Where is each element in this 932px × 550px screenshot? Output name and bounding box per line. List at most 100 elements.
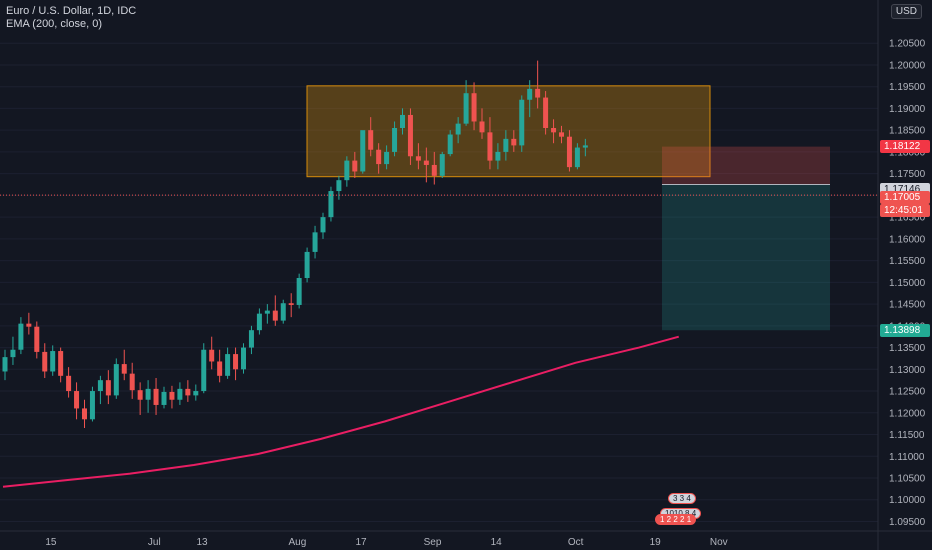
time-tick-label: 15	[45, 537, 57, 548]
candle-body	[233, 354, 239, 370]
candle-body	[50, 351, 56, 372]
candle-body	[320, 217, 326, 233]
price-tick-label: 1.19500	[889, 82, 926, 93]
candle-body	[511, 138, 517, 146]
indicator-label[interactable]: EMA (200, close, 0)	[6, 18, 102, 30]
time-tick-label: 13	[196, 537, 208, 548]
candle-body	[209, 349, 215, 362]
candle-body	[2, 357, 8, 372]
time-tick-label: 19	[650, 537, 662, 548]
candle-body	[551, 128, 557, 133]
ema-200-line	[2, 335, 680, 488]
price-tick-label: 1.10000	[889, 495, 926, 506]
candle-body	[376, 149, 382, 165]
candle-body	[185, 388, 191, 396]
candle-body	[503, 138, 509, 152]
candle-body	[288, 303, 294, 305]
time-tick-label: Oct	[568, 537, 584, 548]
candle-body	[312, 232, 318, 252]
candle-body	[18, 323, 24, 350]
candle-body	[535, 88, 541, 98]
candle-body	[129, 373, 135, 391]
target-top-price-label: 1.18122	[880, 140, 930, 154]
candle-body	[241, 347, 246, 370]
candle-body	[487, 132, 493, 161]
symbol-title[interactable]: Euro / U.S. Dollar, 1D, IDC	[6, 5, 137, 17]
price-tick-label: 1.11000	[889, 452, 925, 463]
candle-body	[177, 388, 183, 400]
candle-body	[582, 145, 588, 148]
time-tick-label: Sep	[424, 537, 442, 548]
candle-body	[423, 160, 429, 165]
time-tick-label: 17	[355, 537, 367, 548]
stop-loss-zone[interactable]	[662, 146, 830, 185]
candle-body	[407, 114, 413, 157]
candle-body	[225, 354, 231, 376]
candle-body	[344, 160, 350, 181]
chart-legend: Euro / U.S. Dollar, 1D, IDC EMA (200, cl…	[6, 5, 136, 31]
price-tick-label: 1.17500	[889, 169, 926, 180]
event-badge-a[interactable]: 3 3 4	[668, 493, 696, 504]
price-axis[interactable]: 1.205001.200001.195001.190001.185001.180…	[889, 39, 926, 528]
event-badge-lower[interactable]: 1 2 2 2 1	[655, 514, 697, 525]
candle-body	[161, 391, 167, 405]
time-tick-label: 14	[491, 537, 503, 548]
candle-body	[145, 388, 151, 400]
candle-body	[336, 180, 342, 192]
currency-button[interactable]: USD	[890, 4, 922, 19]
candle-body	[137, 390, 143, 400]
target-bottom-price-label: 1.13898	[880, 323, 930, 337]
candle-body	[415, 156, 421, 161]
candle-body	[201, 349, 207, 392]
candle-body	[113, 364, 119, 396]
consolidation-range-box[interactable]	[306, 85, 711, 178]
candle-body	[439, 154, 445, 176]
price-tick-label: 1.16000	[889, 234, 926, 245]
current-price-label: 1.17005	[880, 190, 930, 204]
candle-body	[42, 351, 48, 372]
price-tick-label: 1.12000	[889, 408, 926, 419]
time-axis[interactable]: 15 Jul 13 Aug 17 Sep 14 Oct 19 Nov	[45, 537, 727, 548]
candle-body	[527, 88, 533, 100]
candle-body	[566, 136, 572, 168]
candle-body	[455, 123, 461, 135]
price-tick-label: 1.09500	[889, 517, 926, 528]
price-tick-label: 1.16500	[889, 213, 926, 224]
event-badge-upper[interactable]: 3 3 4	[668, 493, 696, 504]
candle-body	[384, 151, 390, 165]
price-tick-label: 1.19000	[889, 104, 926, 115]
candle-body	[280, 303, 286, 321]
take-profit-zone[interactable]	[662, 184, 830, 331]
candle-body	[248, 330, 254, 348]
price-tick-label: 1.12500	[889, 387, 926, 398]
price-tick-label: 1.15000	[889, 278, 926, 289]
bar-countdown-label: 12:45:01	[880, 203, 930, 217]
time-tick-label: Jul	[148, 537, 161, 548]
price-tick-label: 1.20000	[889, 60, 926, 71]
candle-body	[264, 310, 270, 314]
price-tick-label: 1.20500	[889, 39, 926, 50]
candle-body	[121, 364, 127, 374]
candle-body	[256, 313, 262, 331]
candle-body	[574, 147, 580, 168]
event-badge-c[interactable]: 1 2 2 2 1	[655, 514, 697, 525]
candle-body	[447, 134, 453, 155]
candle-body	[368, 130, 374, 150]
price-tick-label: 1.13000	[889, 365, 926, 376]
price-tick-label: 1.15500	[889, 256, 926, 267]
time-tick-label: Nov	[710, 537, 728, 548]
candle-body	[58, 351, 64, 376]
price-tick-label: 1.14500	[889, 300, 926, 311]
candle-body	[97, 380, 103, 392]
candle-body	[105, 380, 111, 396]
candle-body	[519, 99, 525, 146]
candle-body	[296, 278, 302, 305]
candle-body	[82, 408, 87, 420]
candle-body	[559, 132, 564, 137]
candle-body	[431, 164, 437, 176]
candlestick-series	[2, 60, 588, 428]
candle-body	[193, 391, 199, 396]
candle-body	[74, 391, 80, 409]
